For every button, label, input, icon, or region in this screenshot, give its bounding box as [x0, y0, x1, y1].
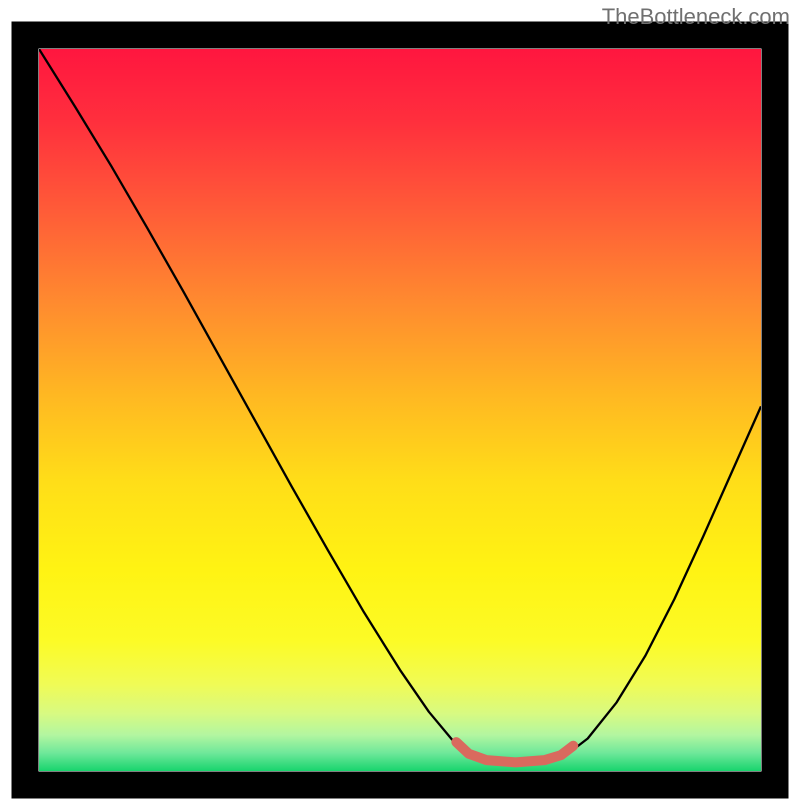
attribution-label: TheBottleneck.com	[602, 4, 790, 30]
chart-background	[39, 49, 761, 771]
chart-container: TheBottleneck.com	[0, 0, 800, 800]
bottleneck-chart	[0, 0, 800, 800]
